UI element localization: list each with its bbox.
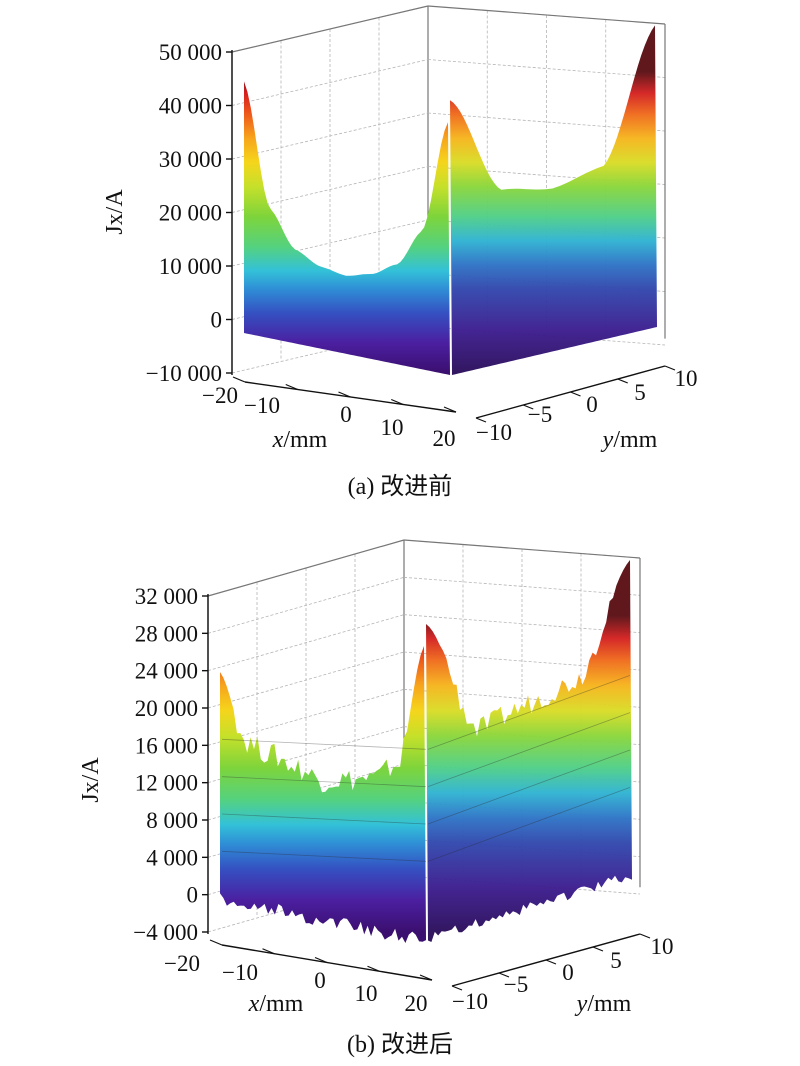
y-tick-mark-b bbox=[498, 972, 510, 978]
y-tick-mark-a bbox=[664, 365, 676, 371]
y-tick-mark-a bbox=[570, 391, 581, 397]
z-tick-label-b: 0 bbox=[187, 883, 199, 908]
y-tick-label-a: 5 bbox=[634, 380, 646, 405]
x-tick-mark-b bbox=[209, 939, 223, 946]
x-tick-label-a: 20 bbox=[433, 426, 456, 451]
y-tick-mark-a bbox=[475, 417, 487, 423]
x-tick-mark-a bbox=[285, 383, 298, 391]
z-tick-label-b: 16 000 bbox=[135, 733, 198, 758]
chart-panel-a: 50 000 40 000 30 000 20 000 10 000 0 −10 000 Jx… bbox=[102, 5, 698, 500]
front-surface-a bbox=[244, 81, 450, 376]
z-axis-a: 50 000 40 000 30 000 20 000 10 000 0 −10 000 bbox=[146, 40, 233, 386]
z-tick-label-b: 8 000 bbox=[146, 808, 198, 833]
y-tick-label-a: −5 bbox=[528, 402, 552, 427]
y-tick-label-a: −10 bbox=[476, 420, 512, 445]
y-tick-mark-b bbox=[639, 933, 651, 939]
front-surface-b bbox=[220, 646, 426, 943]
z-tick-label-b: 4 000 bbox=[146, 845, 198, 870]
z-tick-label-a: 40 000 bbox=[159, 94, 222, 119]
x-tick-label-b: 20 bbox=[405, 991, 428, 1016]
x-axis-b: −20 −10 0 10 20 bbox=[164, 939, 433, 1016]
x-tick-mark-b bbox=[262, 948, 275, 955]
z-tick-label-b: 24 000 bbox=[135, 659, 198, 684]
surface-plot-a: 50 000 40 000 30 000 20 000 10 000 0 −10 000 Jx… bbox=[102, 5, 698, 500]
y-tick-label-a: 0 bbox=[586, 392, 598, 417]
x-tick-mark-b bbox=[419, 974, 433, 981]
z-tick-label-a: 50 000 bbox=[159, 40, 222, 65]
z-tick-label-a: 30 000 bbox=[159, 147, 222, 172]
y-axis-label-a: y/mm bbox=[601, 427, 658, 453]
y-axis-label-b: y/mm bbox=[575, 991, 632, 1017]
x-tick-label-a: 10 bbox=[381, 415, 404, 440]
x-tick-mark-b bbox=[367, 965, 380, 972]
side-surface-a bbox=[450, 25, 657, 376]
z-tick-label-a: 20 000 bbox=[159, 201, 222, 226]
x-tick-label-a: −10 bbox=[244, 393, 280, 418]
y-tick-label-b: 5 bbox=[610, 948, 622, 973]
z-tick-label-b: 28 000 bbox=[135, 621, 198, 646]
x-tick-mark-a bbox=[338, 391, 351, 398]
x-tick-mark-a bbox=[443, 406, 457, 413]
x-tick-mark-b bbox=[314, 956, 328, 964]
y-tick-mark-a bbox=[523, 404, 534, 410]
caption-b: (b) 改进后 bbox=[347, 1031, 453, 1058]
x-axis-label-a: x/mm bbox=[272, 427, 328, 453]
z-tick-label-a: 0 bbox=[211, 308, 223, 333]
z-tick-label-b: −4 000 bbox=[133, 920, 198, 945]
x-axis-a: −20 −10 0 10 20 bbox=[202, 376, 457, 451]
z-tick-label-b: 20 000 bbox=[135, 696, 198, 721]
y-tick-mark-b bbox=[545, 959, 557, 965]
x-tick-label-b: −10 bbox=[222, 960, 258, 985]
y-tick-mark-b bbox=[451, 985, 463, 991]
y-tick-label-b: −10 bbox=[452, 989, 488, 1014]
x-axis-label-b: x/mm bbox=[248, 991, 304, 1017]
z-tick-label-b: 12 000 bbox=[135, 771, 198, 796]
x-tick-label-b: 10 bbox=[355, 981, 378, 1006]
y-tick-label-b: 0 bbox=[562, 960, 574, 985]
z-tick-label-b: 32 000 bbox=[135, 584, 198, 609]
x-tick-label-b: −20 bbox=[164, 951, 200, 976]
x-tick-label-a: −20 bbox=[202, 383, 238, 408]
z-tick-label-a: −10 000 bbox=[146, 361, 222, 386]
x-tick-label-b: 0 bbox=[314, 968, 326, 993]
contour-lines-b bbox=[221, 674, 631, 862]
z-axis-label-a: Jx/A bbox=[102, 189, 128, 235]
x-tick-label-a: 0 bbox=[340, 402, 352, 427]
caption-a: (a) 改进前 bbox=[348, 473, 453, 500]
chart-panel-b: 32 000 28 000 24 000 20 000 16 000 12 000 8 00… bbox=[0, 533, 800, 1066]
x-tick-mark-a bbox=[232, 376, 246, 383]
y-tick-mark-b bbox=[592, 946, 604, 952]
y-tick-label-b: −5 bbox=[504, 972, 528, 997]
z-tick-label-a: 10 000 bbox=[159, 254, 222, 279]
y-axis-a: −10 −5 0 5 10 bbox=[475, 365, 698, 445]
z-axis-label-b: Jx/A bbox=[78, 757, 104, 803]
y-tick-mark-a bbox=[617, 378, 628, 384]
y-tick-label-b: 10 bbox=[651, 934, 674, 959]
side-surface-b bbox=[426, 560, 632, 942]
y-axis-b: −10 −5 0 5 10 bbox=[451, 933, 674, 1014]
z-axis-b: 32 000 28 000 24 000 20 000 16 000 12 000 8 00… bbox=[133, 584, 209, 945]
y-tick-label-a: 10 bbox=[675, 366, 698, 391]
x-tick-mark-a bbox=[391, 398, 404, 406]
